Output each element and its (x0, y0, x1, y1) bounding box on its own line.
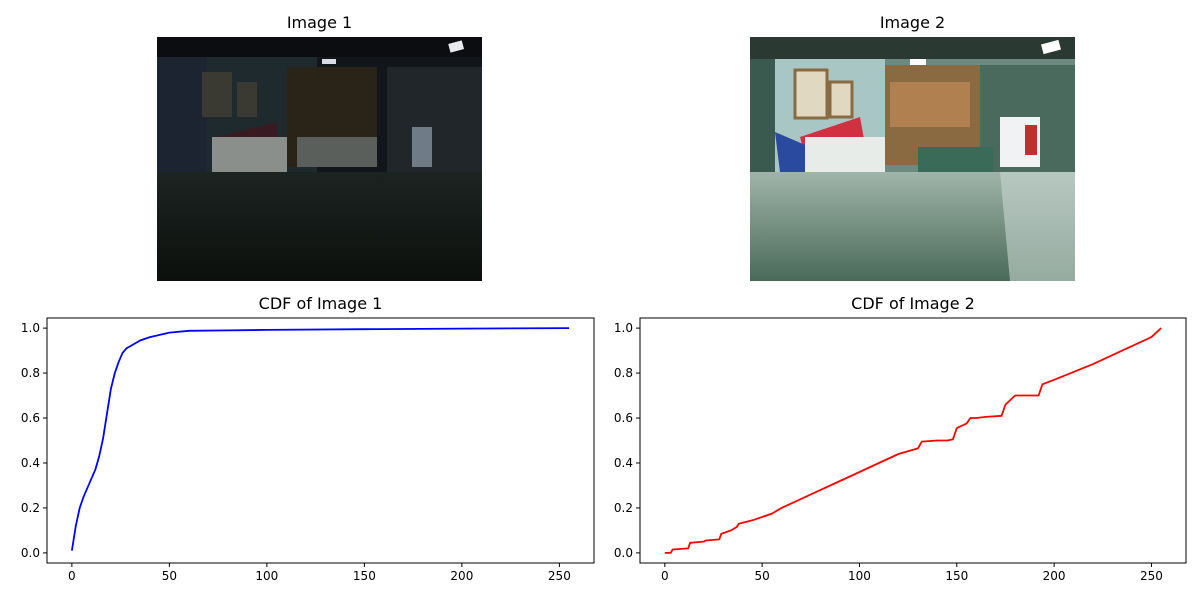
y-tick-label: 0.6 (21, 411, 40, 425)
x-tick-label: 0 (661, 569, 669, 583)
y-tick-label: 1.0 (21, 321, 40, 335)
x-tick-label: 50 (162, 569, 177, 583)
image-1-title: Image 1 (286, 13, 353, 32)
x-tick-label: 100 (848, 569, 871, 583)
x-tick-label: 200 (1043, 569, 1066, 583)
cdf-line (71, 327, 570, 551)
chart-2-title: CDF of Image 2 (851, 294, 975, 313)
y-tick-label: 0.2 (21, 501, 40, 515)
image-1 (157, 37, 482, 281)
x-tick-label: 200 (450, 569, 473, 583)
x-tick-label: 0 (68, 569, 76, 583)
chart-1-title: CDF of Image 1 (258, 294, 383, 313)
y-tick-label: 0.6 (614, 411, 633, 425)
x-tick-label: 250 (1140, 569, 1163, 583)
x-tick-label: 50 (755, 569, 770, 583)
chart-1: 0 50 100 150 200 250 0.0 0.2 0.4 0.6 0.8 1.0 (21, 317, 595, 583)
image-2-title: Image 2 (879, 13, 946, 32)
x-tick-label: 100 (255, 569, 278, 583)
x-tick-label: 150 (353, 569, 376, 583)
cdf-line (664, 327, 1162, 554)
y-tick-label: 1.0 (614, 321, 633, 335)
image-2 (750, 37, 1075, 281)
y-tick-label: 0.4 (614, 456, 633, 470)
y-tick-label: 0.8 (614, 366, 633, 380)
plot-frame (639, 317, 1187, 564)
x-tick-label: 250 (548, 569, 571, 583)
y-tick-label: 0.2 (614, 501, 633, 515)
plot-frame (46, 317, 595, 564)
y-tick-label: 0.0 (21, 546, 40, 560)
y-tick-label: 0.4 (21, 456, 40, 470)
x-tick-label: 150 (945, 569, 968, 583)
chart-2: 0 50 100 150 200 250 0.0 0.2 0.4 0.6 0.8 1.0 (614, 317, 1187, 583)
y-tick-label: 0.0 (614, 546, 633, 560)
y-tick-label: 0.8 (21, 366, 40, 380)
